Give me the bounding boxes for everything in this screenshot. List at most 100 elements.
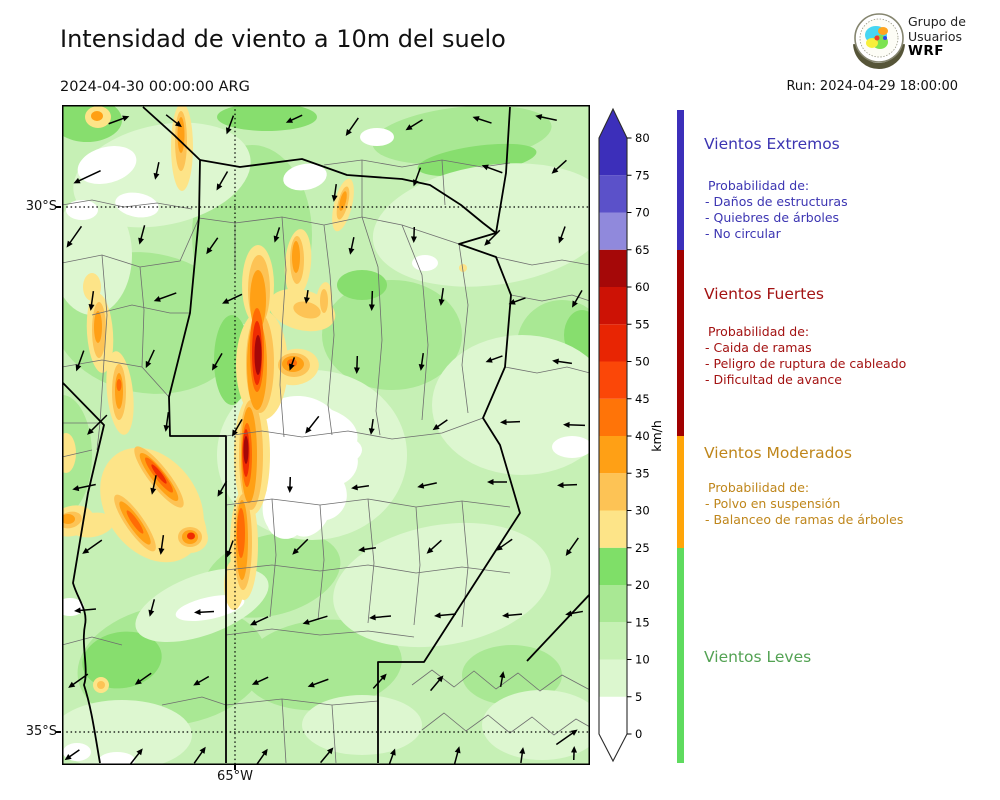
wind-arrow-head <box>163 425 170 432</box>
wind-arrow-shaft <box>152 475 157 492</box>
wind-arrow-head <box>426 547 434 554</box>
wind-arrow-head <box>565 548 572 557</box>
wind-arrow-head <box>307 681 315 688</box>
colorbar-segment <box>599 696 627 734</box>
wind-arrow-head <box>68 681 76 688</box>
wind-arrow-head <box>570 729 578 736</box>
wind-arrow-shaft <box>76 350 85 368</box>
wind-arrow-shaft <box>253 616 269 625</box>
colorbar-segment <box>599 659 627 697</box>
wind-arrow-head <box>136 748 143 756</box>
wind-arrow-head <box>153 172 160 180</box>
colorbar-tick-label: 50 <box>635 355 650 369</box>
wind-arrow-head <box>412 179 419 187</box>
wind-arrow-head <box>557 482 564 489</box>
logo-blob-blue <box>883 36 887 40</box>
wind-arrow-head <box>303 297 310 304</box>
wind-arrow-head <box>495 544 503 551</box>
wind-arrow-head <box>418 364 425 371</box>
wind-arrow-head <box>434 612 441 619</box>
colorbar-segment <box>599 287 627 325</box>
wind-arrow-head <box>305 426 312 434</box>
wind-field-contours <box>62 105 590 765</box>
wind-arrow-shaft <box>485 165 503 174</box>
wind-arrow-shaft <box>567 537 579 554</box>
colorbar-tick-label: 80 <box>635 131 650 145</box>
category-title-1: Vientos Fuertes <box>704 285 824 303</box>
wind-arrow-head <box>519 747 526 754</box>
wind-arrow-head <box>134 678 142 685</box>
wind-arrow-head <box>194 609 201 616</box>
wrf-logo <box>853 13 905 70</box>
wind-arrow-shaft <box>207 237 219 252</box>
wind-arrow-head <box>417 482 425 489</box>
wind-arrow-head <box>64 753 72 761</box>
wind-arrow-head <box>285 117 294 123</box>
wind-arrow-head <box>345 128 352 137</box>
wind-arrow-head <box>390 748 396 756</box>
wind-arrow-shaft <box>307 415 320 431</box>
wind-arrow-head <box>502 612 509 619</box>
colorbar-tick-label: 75 <box>635 168 650 182</box>
wind-arrow-shaft <box>227 115 235 131</box>
wind-arrow-head <box>331 195 338 202</box>
wind-arrow-head <box>368 428 375 435</box>
wind-arrow-head <box>432 423 440 431</box>
valid-datetime-label: 2024-04-30 00:00:00 ARG <box>60 79 250 95</box>
wind-arrow-shaft <box>437 613 457 617</box>
colorbar-segment <box>599 622 627 660</box>
wind-arrow-shaft <box>560 483 578 486</box>
colorbar-segment <box>599 138 627 176</box>
wind-arrow-head <box>232 429 238 437</box>
wind-arrow-shaft <box>429 677 442 692</box>
colorbar: 0 5 10 15 20 25 30 35 40 45 50 55 60 65 70 75 80 km/h <box>598 107 664 763</box>
lat-tick-35s <box>56 731 61 733</box>
logo-blob-orange <box>878 27 888 35</box>
category-bar-2 <box>677 436 684 548</box>
wind-arrow-shaft <box>108 116 126 125</box>
wind-arrow-head <box>249 619 258 626</box>
probability-item: - Peligro de ruptura de cableado <box>705 356 907 371</box>
wind-arrow-shaft <box>76 169 101 183</box>
colorbar-tick-label: 25 <box>635 541 650 555</box>
colorbar-unit-label: km/h <box>649 420 664 452</box>
wind-arrow-shaft <box>233 418 243 434</box>
wind-arrow-head <box>484 239 491 246</box>
wind-arrow-shaft <box>160 534 165 552</box>
colorbar-tick-label: 55 <box>635 317 650 331</box>
colorbar-tick-label: 35 <box>635 466 650 480</box>
colorbar-tick-label: 5 <box>635 690 642 704</box>
wind-arrow-shaft <box>306 615 328 624</box>
probability-item: - Caida de ramas <box>705 340 812 355</box>
wind-arrow-shaft <box>165 114 180 126</box>
colorbar-segment <box>599 324 627 362</box>
wind-arrow-head <box>369 614 376 621</box>
wind-arrow-head <box>380 673 387 681</box>
logo-wreath <box>853 43 905 70</box>
wind-arrow-shaft <box>573 289 583 305</box>
wind-arrow-head <box>551 167 559 174</box>
colorbar-tick-label: 70 <box>635 206 650 220</box>
colorbar-segment <box>599 398 627 436</box>
colorbar-tick-label: 20 <box>635 578 650 592</box>
colorbar-segment <box>599 175 627 213</box>
wind-arrow-head <box>436 675 444 683</box>
colorbar-tick-label: 15 <box>635 615 650 629</box>
wind-arrow-shaft <box>197 610 215 614</box>
wind-arrow-head <box>261 748 268 756</box>
wind-arrow-shaft <box>294 538 309 553</box>
logo-line1: Grupo de <box>908 14 966 29</box>
wind-arrow-shaft <box>68 225 83 245</box>
wind-arrow-shaft <box>213 352 223 368</box>
category-probabilities-0: Probabilidad de: - Daños de estructuras - … <box>705 178 848 242</box>
colorbar-tick-label: 10 <box>635 653 650 667</box>
wind-arrow-shaft <box>85 539 103 553</box>
wind-arrow-head <box>499 671 506 679</box>
wind-arrow-head <box>199 746 206 754</box>
category-bar-0 <box>677 110 684 250</box>
logo-line3: WRF <box>908 43 945 59</box>
category-probabilities-2: Probabilidad de: - Polvo en suspensión - B… <box>705 480 903 528</box>
wind-arrow-head <box>193 679 201 686</box>
colorbar-segment <box>599 473 627 511</box>
